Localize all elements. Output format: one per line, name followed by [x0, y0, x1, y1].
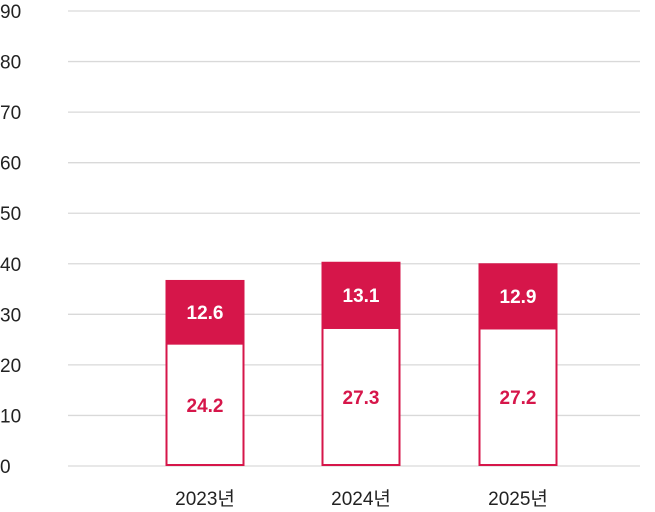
bar-value-label: 12.9: [500, 287, 537, 308]
y-tick-label: 70: [0, 103, 21, 124]
y-tick-label: 80: [0, 53, 21, 74]
bars: 24.2 12.6 27.3 13.1 27.2 12.9: [165, 261, 558, 466]
bar-segment-lower: [321, 326, 401, 466]
x-category-label: 2023년: [175, 488, 235, 510]
bar-segment-lower: [478, 327, 558, 466]
x-category-label: 2025년: [488, 488, 548, 510]
bar-segment-upper: [321, 261, 401, 328]
y-tick-label: 10: [0, 406, 21, 427]
y-tick-label: 30: [0, 305, 21, 326]
bar-segment-upper: [478, 263, 558, 329]
bar-value-label: 27.2: [500, 388, 537, 409]
y-axis-tick-labels: 0 10 20 30 40 50 60 70 80 90: [0, 2, 21, 478]
bar-value-label: 12.6: [187, 303, 224, 324]
x-axis-category-labels: 2023년 2024년 2025년: [175, 488, 548, 510]
bar-segment-upper: [165, 279, 245, 344]
y-tick-label: 40: [0, 255, 21, 276]
y-tick-label: 60: [0, 154, 21, 175]
x-category-label: 2024년: [331, 488, 391, 510]
y-tick-label: 0: [0, 457, 11, 478]
y-tick-label: 50: [0, 204, 21, 225]
y-tick-label: 90: [0, 2, 21, 23]
bar-value-label: 27.3: [343, 388, 380, 409]
bar-value-label: 13.1: [343, 286, 380, 307]
y-tick-label: 20: [0, 356, 21, 377]
bar-value-label: 24.2: [187, 396, 224, 417]
